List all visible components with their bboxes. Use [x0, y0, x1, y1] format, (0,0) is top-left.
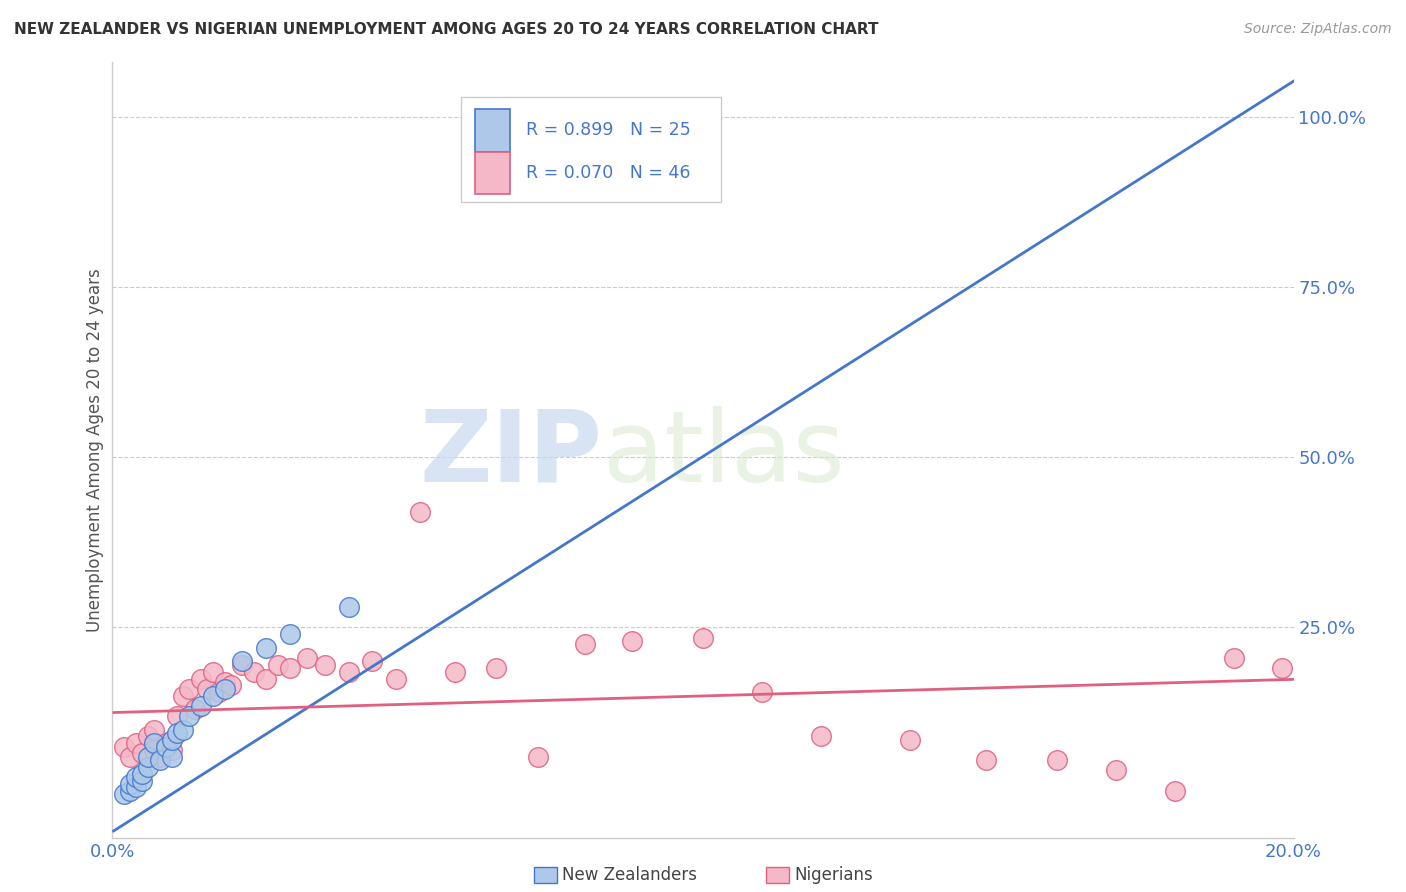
Point [120, 777, 142, 791]
Point [337, 600, 360, 615]
Point [574, 637, 596, 651]
Point [160, 732, 183, 747]
Point [621, 634, 644, 648]
Point [149, 749, 172, 764]
Point [179, 681, 201, 696]
Point [208, 685, 231, 699]
Point [408, 505, 430, 519]
Point [184, 702, 207, 716]
Text: NEW ZEALANDER VS NIGERIAN UNEMPLOYMENT AMONG AGES 20 TO 24 YEARS CORRELATION CHA: NEW ZEALANDER VS NIGERIAN UNEMPLOYMENT A… [14, 22, 879, 37]
Point [149, 753, 172, 767]
Point [125, 780, 148, 795]
Point [297, 651, 319, 665]
Point [125, 736, 148, 750]
Text: R = 0.070   N = 46: R = 0.070 N = 46 [526, 164, 690, 182]
Point [172, 723, 194, 737]
Point [243, 665, 266, 679]
Point [254, 640, 277, 655]
Point [214, 681, 236, 696]
Y-axis label: Unemployment Among Ages 20 to 24 years: Unemployment Among Ages 20 to 24 years [86, 268, 104, 632]
Point [112, 739, 135, 754]
Point [190, 698, 212, 713]
Point [195, 681, 218, 696]
Text: R = 0.899   N = 25: R = 0.899 N = 25 [526, 121, 690, 139]
Point [131, 767, 153, 781]
Point [125, 770, 148, 784]
Point [1164, 784, 1187, 798]
Point [136, 760, 159, 774]
Point [337, 665, 360, 679]
Text: Source: ZipAtlas.com: Source: ZipAtlas.com [1244, 22, 1392, 37]
Point [214, 674, 236, 689]
Point [142, 736, 165, 750]
Point [444, 665, 467, 679]
Point [131, 773, 153, 788]
Point [1105, 764, 1128, 778]
Point [136, 730, 159, 744]
Point [136, 749, 159, 764]
Point [526, 749, 548, 764]
Bar [475, 152, 510, 194]
Point [155, 736, 177, 750]
Point [692, 631, 714, 645]
Point [166, 726, 188, 740]
Bar [475, 109, 510, 152]
Point [190, 672, 212, 686]
Point [219, 678, 242, 692]
Point [633, 110, 655, 124]
Text: New Zealanders: New Zealanders [562, 866, 697, 884]
Point [1223, 651, 1246, 665]
Point [751, 685, 773, 699]
Point [155, 739, 177, 754]
Point [485, 661, 508, 675]
Point [361, 655, 384, 669]
Point [254, 672, 277, 686]
Point [160, 749, 183, 764]
Point [166, 709, 188, 723]
Point [810, 730, 832, 744]
Text: atlas: atlas [603, 406, 844, 503]
Point [385, 672, 408, 686]
Point [201, 665, 224, 679]
Point [142, 743, 165, 757]
Point [1046, 753, 1069, 767]
Point [120, 749, 142, 764]
Point [120, 784, 142, 798]
Point [278, 661, 301, 675]
Point [231, 655, 253, 669]
Point [131, 747, 153, 761]
Point [898, 732, 921, 747]
Point [267, 657, 290, 672]
Text: ZIP: ZIP [420, 406, 603, 503]
Point [172, 689, 194, 703]
Text: Nigerians: Nigerians [794, 866, 873, 884]
Point [314, 657, 336, 672]
Point [201, 689, 224, 703]
Point [231, 657, 253, 672]
Point [976, 753, 998, 767]
FancyBboxPatch shape [461, 97, 721, 202]
Point [1271, 661, 1294, 675]
Point [179, 709, 201, 723]
Point [278, 627, 301, 641]
Point [112, 787, 135, 801]
Point [142, 723, 165, 737]
Point [160, 743, 183, 757]
